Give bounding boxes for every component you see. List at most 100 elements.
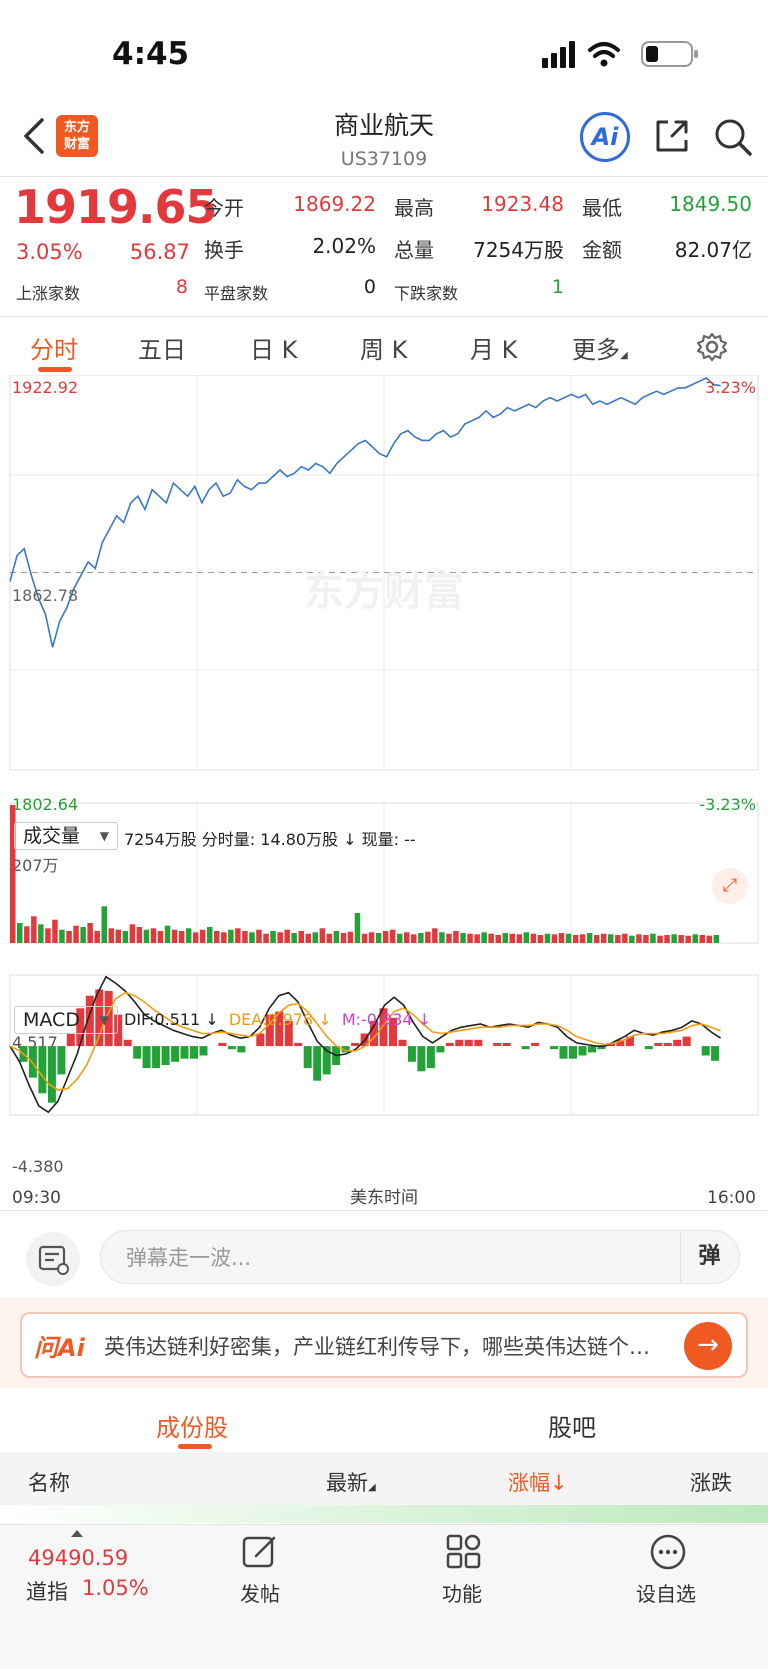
macd-histogram-bar: [673, 1039, 682, 1047]
current-price: 1919.65: [14, 180, 218, 234]
share-icon[interactable]: [652, 116, 692, 156]
macd-histogram-bar: [502, 1042, 511, 1046]
macd-line-dea: [9, 991, 721, 1091]
volume-bar: [347, 931, 354, 943]
change-amount: 56.87: [129, 240, 190, 264]
macd-histogram-bar: [521, 1046, 530, 1050]
open-value: 1869.22: [293, 192, 376, 216]
volume-indicator-select[interactable]: 成交量 ▼: [14, 822, 118, 850]
macd-histogram-bar: [114, 1014, 123, 1047]
expand-icon[interactable]: ⤢: [712, 868, 748, 904]
chevron-up-icon[interactable]: [70, 1528, 84, 1538]
ai-assistant-button[interactable]: Ai: [580, 112, 630, 162]
volume-bar: [228, 929, 234, 943]
edit-post-icon[interactable]: [240, 1532, 280, 1572]
app-logo: 东方 财富: [56, 115, 98, 157]
tab-more[interactable]: 更多◢: [572, 336, 628, 364]
high-value: 1923.48: [481, 192, 564, 216]
volume-bar: [52, 919, 58, 943]
volume-bar: [164, 925, 171, 943]
tab-constituents[interactable]: 成份股: [156, 1414, 228, 1442]
nav-features[interactable]: 功能: [442, 1582, 482, 1606]
index-value[interactable]: 49490.59: [28, 1546, 129, 1570]
nav-add-watchlist[interactable]: 设自选: [636, 1582, 696, 1606]
macd-histogram-bar: [57, 1046, 66, 1075]
volume-bar: [136, 927, 143, 943]
danmaku-toggle-button[interactable]: 弹: [680, 1232, 738, 1282]
volume-bar: [439, 932, 445, 943]
volume-bar: [200, 929, 206, 943]
volume-bar: [551, 934, 558, 943]
macd-dea: DEA:0.978 ↓: [228, 1010, 332, 1029]
price-axis-bottom-pct: -3.23%: [699, 795, 756, 814]
volume-bar: [460, 933, 466, 943]
volume-bar: [586, 933, 593, 943]
chart-area[interactable]: 东方财富 1922.92 3.23% 1862.78 1802.64 -3.23…: [0, 375, 768, 1210]
macd-histogram-bar: [616, 1039, 625, 1047]
nav-post[interactable]: 发帖: [240, 1582, 280, 1606]
arrow-right-icon[interactable]: →: [684, 1322, 732, 1370]
search-icon[interactable]: [712, 116, 754, 158]
volume-bar: [622, 933, 628, 943]
low-value: 1849.50: [669, 192, 752, 216]
volume-bar: [699, 935, 705, 943]
more-dots-icon[interactable]: [648, 1532, 688, 1572]
flat-count-value: 0: [363, 276, 376, 298]
volume-bar: [474, 934, 480, 943]
header-divider: [0, 176, 768, 177]
gear-icon[interactable]: [696, 331, 728, 363]
list-loading-strip: [0, 1505, 768, 1523]
grid-features-icon[interactable]: [444, 1532, 484, 1572]
volume-bar: [256, 929, 262, 943]
volume-bar: [425, 931, 431, 943]
macd-histogram-bar: [142, 1046, 151, 1069]
open-label: 今开: [204, 196, 244, 220]
macd-histogram-bar: [417, 1046, 426, 1072]
tab-intraday[interactable]: 分时: [30, 336, 78, 364]
tab-forum[interactable]: 股吧: [548, 1414, 596, 1442]
index-name[interactable]: 道指: [26, 1580, 68, 1604]
volume-bar: [66, 931, 72, 943]
volume-bar: [108, 928, 114, 943]
macd-histogram-bar: [654, 1042, 663, 1046]
down-count-label: 下跌家数: [394, 284, 459, 303]
macd-histogram-bar: [550, 1046, 559, 1050]
macd-histogram-bar: [493, 1042, 502, 1046]
column-name[interactable]: 名称: [28, 1471, 70, 1495]
macd-histogram-bar: [294, 1042, 303, 1046]
ask-ai-prompt[interactable]: 英伟达链利好密集，产业链红利传导下，哪些英伟达链个股值得关注？: [104, 1335, 670, 1359]
macd-indicator-select[interactable]: MACD ▼: [14, 1006, 118, 1034]
volume-bar: [284, 929, 290, 943]
column-change[interactable]: 涨跌: [690, 1471, 732, 1495]
volume-bar: [502, 933, 508, 943]
index-change-pct: 1.05%: [82, 1576, 149, 1600]
macd-histogram-bar: [85, 995, 94, 1047]
macd-histogram-bar: [303, 1046, 312, 1069]
tab-daily-k[interactable]: 日 K: [250, 336, 298, 364]
volume-bar: [143, 929, 150, 943]
tab-weekly-k[interactable]: 周 K: [360, 336, 408, 364]
volume-bar: [249, 932, 255, 943]
macd-histogram-bar: [313, 1046, 322, 1081]
back-icon[interactable]: [20, 116, 50, 156]
section-tab-indicator: [178, 1444, 212, 1449]
danmaku-list-icon[interactable]: [26, 1232, 80, 1286]
column-change-pct[interactable]: 涨幅↓: [508, 1471, 568, 1495]
volume-bar: [178, 931, 185, 943]
tab-monthly-k[interactable]: 月 K: [470, 336, 518, 364]
ask-ai-box[interactable]: [20, 1312, 748, 1378]
danmaku-input[interactable]: [100, 1230, 740, 1284]
volume-bar: [10, 805, 16, 943]
time-axis-start: 09:30: [12, 1188, 61, 1208]
volume-bar: [263, 933, 269, 943]
volume-bar: [115, 929, 121, 943]
chart-divider: [0, 1210, 768, 1211]
tab-active-indicator: [38, 367, 72, 372]
volume-bar: [495, 935, 501, 943]
column-latest[interactable]: 最新◢: [326, 1471, 376, 1495]
tab-five-day[interactable]: 五日: [138, 336, 186, 364]
volume-bar: [685, 935, 691, 943]
status-time: 4:45: [112, 36, 190, 72]
volume-bar: [298, 931, 304, 943]
macd-histogram-bar: [389, 1017, 397, 1047]
